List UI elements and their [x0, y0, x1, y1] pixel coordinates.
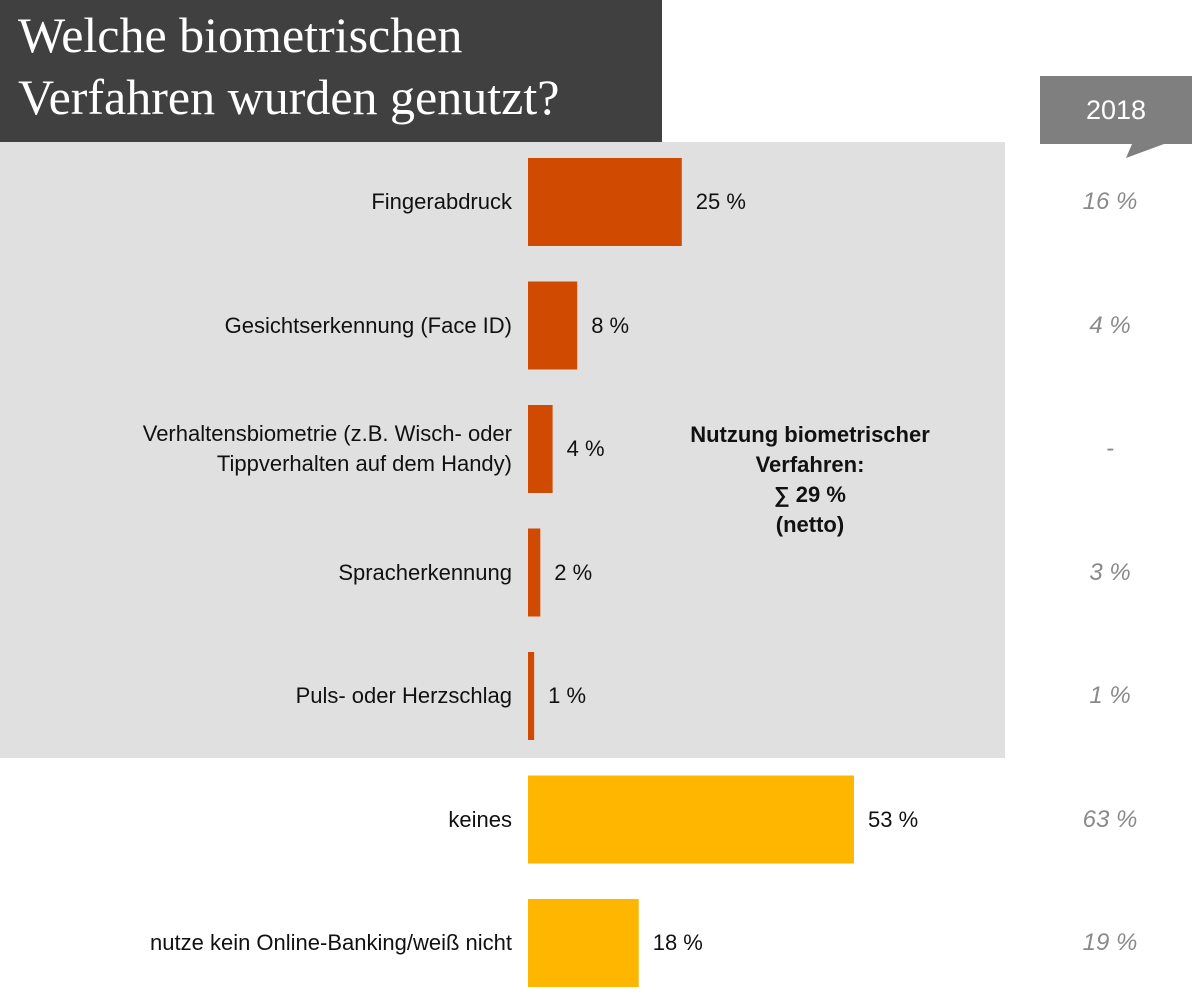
- value-label-1: 25 %: [695, 189, 746, 214]
- bar-2: [528, 281, 578, 370]
- comparison-2018-value-5: 1 %: [1089, 682, 1131, 709]
- year-tag-fill: [1040, 76, 1192, 158]
- net-usage-note: Nutzung biometrischer Verfahren: ∑ 29 % …: [650, 420, 970, 540]
- comparison-2018-value-2: 4 %: [1089, 311, 1131, 339]
- category-label-7: nutze kein Online-Banking/weiß nicht: [150, 928, 512, 958]
- category-label-6-line-1: keines: [448, 806, 512, 832]
- category-label-1: Fingerabdruck: [371, 187, 512, 217]
- comparison-2018-value-7: 19 %: [1082, 929, 1138, 956]
- net-note-line-3: ∑ 29 %: [774, 482, 846, 507]
- category-label-4: Spracherkennung: [338, 558, 512, 588]
- chart-title-line-1: Welche biometrischen: [18, 7, 463, 63]
- value-label-3: 4 %: [566, 436, 605, 461]
- category-label-5: Puls- oder Herzschlag: [296, 681, 512, 711]
- value-label-4: 2 %: [554, 559, 593, 585]
- bar-4: [528, 528, 541, 617]
- category-label-3-line-2: Tippverhalten auf dem Handy): [216, 451, 512, 476]
- category-label-3-line-1: Verhaltensbiometrie (z.B. Wisch- oder: [142, 421, 512, 446]
- value-label-5: 1 %: [548, 683, 587, 708]
- value-label-6: 53 %: [868, 806, 919, 832]
- value-label-7: 18 %: [652, 930, 703, 955]
- bar-5: [528, 652, 535, 740]
- category-label-2: Gesichtserkennung (Face ID): [225, 311, 512, 341]
- chart-title-line-2: Verfahren wurden genutzt?: [18, 69, 560, 125]
- comparison-2018-value-3: -: [1106, 435, 1114, 462]
- comparison-2018-value-6: 63 %: [1082, 805, 1138, 833]
- category-label-4-line-1: Spracherkennung: [338, 559, 512, 585]
- category-label-6: keines: [448, 805, 512, 835]
- comparison-year-label: 2018: [1085, 95, 1147, 125]
- bar-6: [528, 775, 854, 864]
- net-note-line-4: (netto): [775, 512, 845, 537]
- comparison-2018-value-4: 3 %: [1089, 558, 1131, 586]
- bar-1: [528, 158, 682, 246]
- comparison-2018-value-1: 16 %: [1082, 188, 1138, 215]
- category-label-3: Verhaltensbiometrie (z.B. Wisch- oder Tip…: [143, 419, 512, 479]
- biometric-methods-panel: [0, 142, 1005, 758]
- bar-3: [528, 405, 553, 493]
- category-label-1-line-1: Fingerabdruck: [371, 189, 512, 214]
- title-box: Welche biometrischen Verfahren wurden ge…: [0, 0, 662, 142]
- value-label-2: 8 %: [591, 312, 630, 338]
- category-label-5-line-1: Puls- oder Herzschlag: [295, 683, 512, 708]
- category-label-7-line-1: nutze kein Online-Banking/weiß nicht: [150, 930, 512, 955]
- category-label-2-line-1: Gesichtserkennung (Face ID): [224, 312, 512, 338]
- net-note-line-1: Nutzung biometrischer: [690, 422, 930, 447]
- year-tag-shape: [1040, 76, 1192, 158]
- bar-7: [528, 899, 639, 987]
- net-note-line-2: Verfahren:: [755, 452, 865, 477]
